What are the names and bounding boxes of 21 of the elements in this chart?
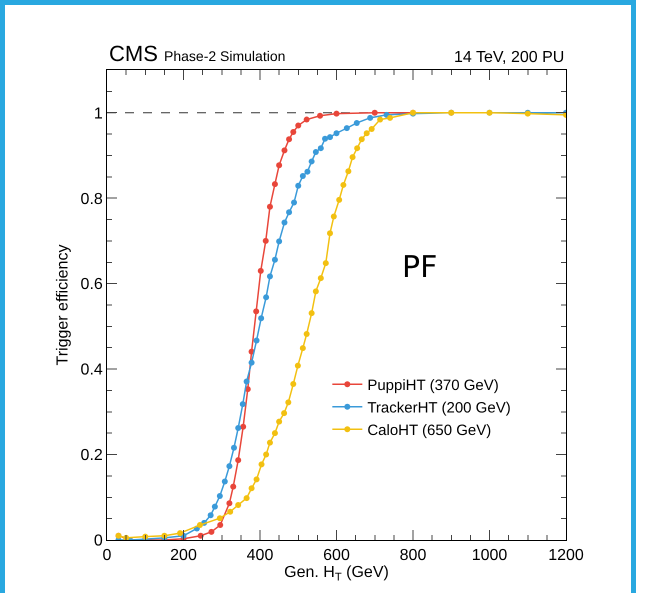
x-axis-title: Gen. H$_{T}$ (GeV) — [284, 564, 389, 584]
x-tick-label: 1200 — [548, 547, 584, 564]
y-axis-title: Trigger efficiency — [54, 244, 72, 366]
y-tick-label: 0.2 — [80, 447, 103, 464]
annotation: PF — [402, 250, 438, 285]
x-tick-label: 400 — [246, 547, 274, 564]
text: 14 TeV, 200 PU — [454, 49, 564, 66]
legend-label: PuppiHT (370 GeV) — [367, 377, 499, 394]
y-tick-label: 0.4 — [80, 362, 103, 379]
y-tick-label: 0 — [94, 532, 103, 550]
x-tick-label: 800 — [400, 547, 426, 564]
x-tick-label: 200 — [170, 547, 197, 564]
legend-label: TrackerHT (200 GeV) — [367, 400, 511, 417]
y-tick-label: 0.6 — [80, 276, 103, 294]
legend-label: CaloHT (650 GeV) — [367, 422, 492, 440]
y-tick-label: 1 — [94, 105, 103, 122]
x-tick-label: 600 — [323, 547, 350, 564]
y-tick-label: 0.8 — [80, 190, 103, 208]
chart-subtitle: Phase-2 Simulation — [164, 48, 286, 64]
chart-title: CMS — [109, 41, 158, 66]
x-tick-label: 1000 — [472, 547, 508, 564]
